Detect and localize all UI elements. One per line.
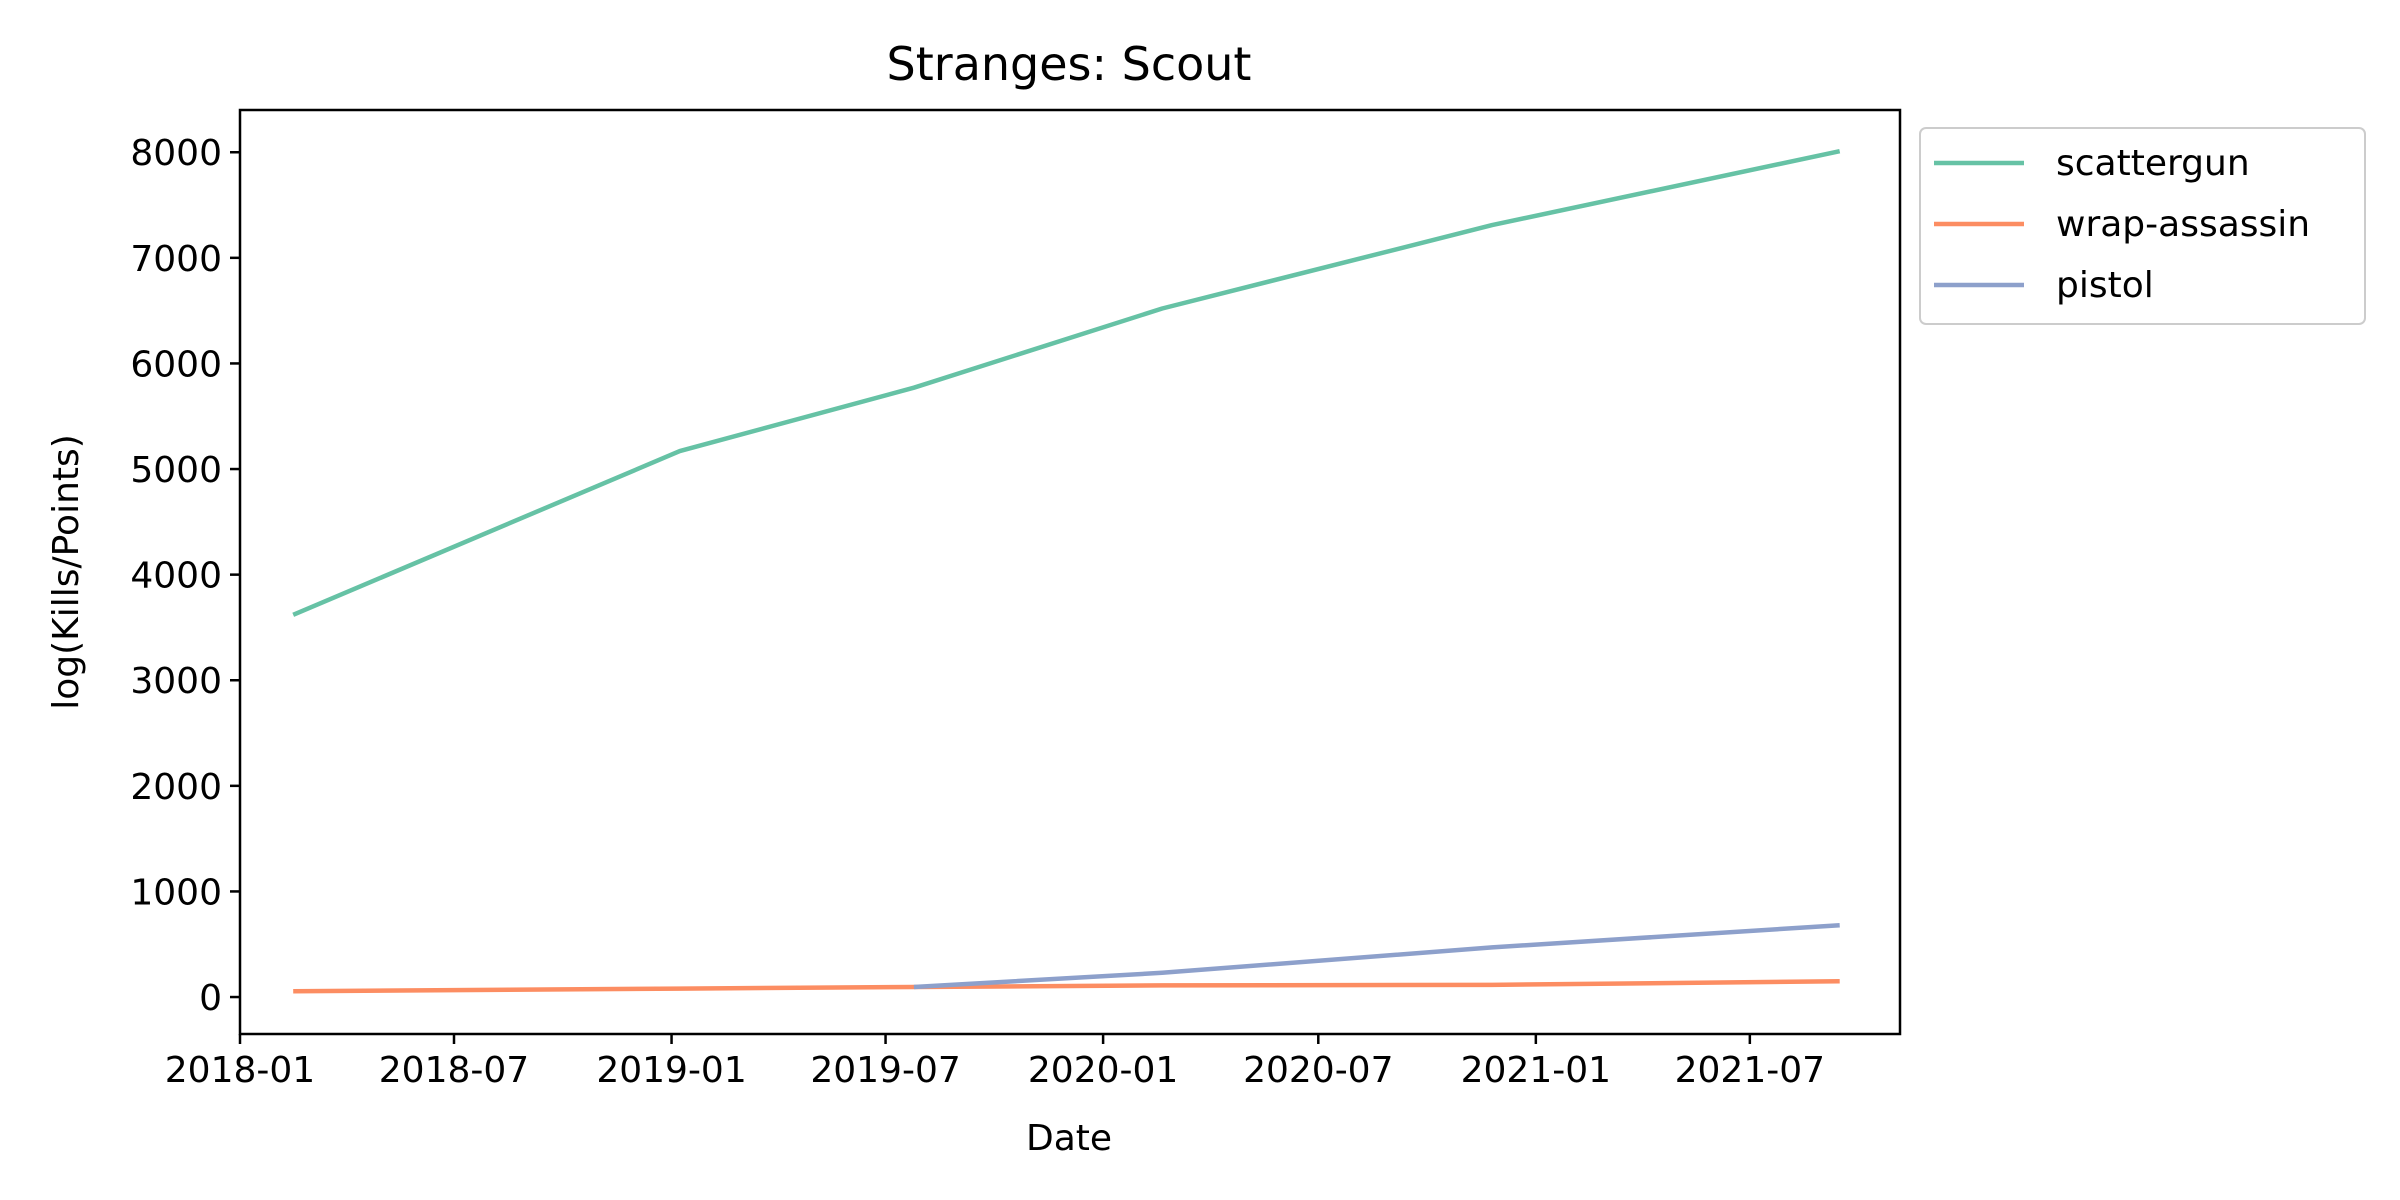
- x-tick-label: 2018-07: [379, 1050, 529, 1091]
- y-tick-label: 1000: [130, 872, 222, 913]
- y-tick-label: 4000: [130, 556, 222, 597]
- chart-title: Stranges: Scout: [887, 37, 1252, 91]
- y-tick-label: 7000: [130, 239, 222, 280]
- y-tick-label: 6000: [130, 344, 222, 385]
- legend-items: scattergun wrap-assassin pistol: [1934, 143, 2310, 306]
- x-tick-label: 2019-07: [810, 1050, 960, 1091]
- series-line-pistol: [913, 922, 1840, 990]
- y-tick-label: 0: [199, 978, 222, 1019]
- legend-box: [1919, 127, 2366, 325]
- x-tick-label: 2020-01: [1028, 1050, 1178, 1091]
- series-line-wrap-assassin: [293, 978, 1840, 994]
- x-tick-label: 2019-01: [596, 1050, 746, 1091]
- x-tick-label: 2021-01: [1461, 1050, 1611, 1091]
- y-tick-label: 5000: [130, 450, 222, 491]
- legend-label-pistol: pistol: [2056, 265, 2154, 306]
- y-tick-label: 3000: [130, 661, 222, 702]
- y-tick-label: 8000: [130, 133, 222, 174]
- series-line-scattergun: [292, 148, 1841, 617]
- x-axis: 2018-01 2018-07 2019-01 2019-07 2020-01 2020-…: [165, 1034, 1825, 1091]
- legend-label-wrap-assassin: wrap-assassin: [2056, 204, 2310, 245]
- y-tick-label: 2000: [130, 767, 222, 808]
- legend-label-scattergun: scattergun: [2056, 143, 2250, 184]
- x-axis-label: Date: [1026, 1118, 1112, 1159]
- y-axis-label: log(Kills/Points): [46, 434, 87, 710]
- x-tick-label: 2020-07: [1243, 1050, 1393, 1091]
- plot-frame: [238, 108, 1902, 1036]
- x-tick-label: 2021-07: [1675, 1050, 1825, 1091]
- x-tick-label: 2018-01: [165, 1050, 315, 1091]
- legend: scattergun wrap-assassin pistol: [1919, 127, 2366, 325]
- y-axis: 0 1000 2000 3000 4000 5000 6000 7000 8000: [130, 133, 240, 1019]
- plot-area: [292, 148, 1841, 994]
